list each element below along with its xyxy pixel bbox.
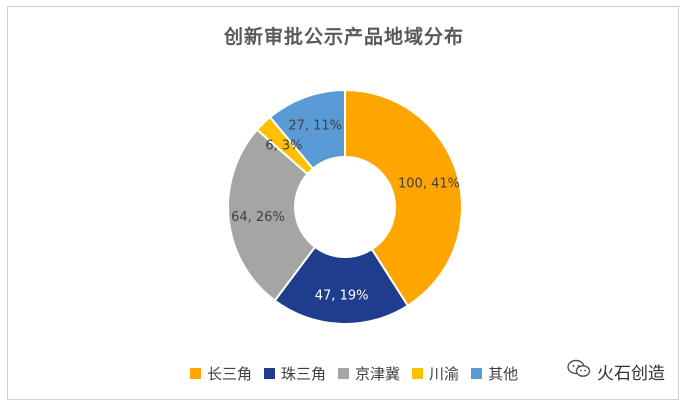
legend-item-chuanyu: 川渝	[412, 363, 459, 384]
legend-label: 川渝	[429, 364, 460, 383]
legend-label: 长三角	[207, 364, 253, 383]
legend-swatch	[338, 367, 350, 379]
watermark: 火石创造	[567, 359, 665, 384]
legend-swatch	[412, 367, 424, 379]
chart-frame	[7, 6, 679, 400]
slice-jingjinji	[227, 128, 317, 302]
wechat-icon	[567, 359, 591, 384]
legend-label: 其他	[488, 364, 519, 383]
chart-title: 创新审批公示产品地域分布	[223, 26, 464, 48]
legend-swatch	[190, 367, 201, 379]
data-label: 100, 41%	[398, 177, 460, 192]
slice-qita	[268, 88, 346, 171]
data-label: 64, 26%	[231, 210, 285, 225]
slice-zhusanjiao	[273, 245, 410, 325]
legend-item-zhusanjiao: 珠三角	[264, 363, 326, 384]
legend-swatch	[471, 367, 483, 379]
legend-label: 京津冀	[355, 364, 401, 383]
chart-legend: 长三角 珠三角 京津冀 川渝 其他	[190, 362, 530, 384]
legend-item-changsanjiao: 长三角	[190, 363, 252, 384]
legend-item-jingjinji: 京津冀	[338, 363, 400, 384]
legend-label: 珠三角	[281, 364, 327, 383]
legend-swatch	[264, 367, 276, 379]
data-label: 47, 19%	[315, 288, 369, 303]
legend-item-qita: 其他	[471, 363, 518, 384]
data-label: 27, 11%	[288, 119, 342, 134]
data-label: 6, 3%	[265, 138, 302, 153]
watermark-text: 火石创造	[597, 364, 665, 384]
